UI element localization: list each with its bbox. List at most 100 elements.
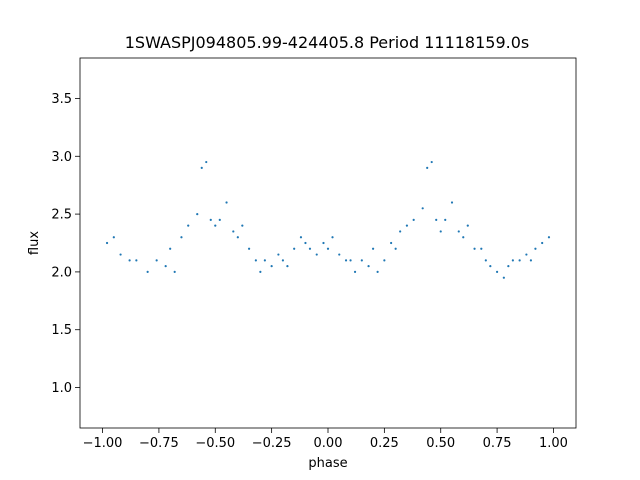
data-point — [277, 253, 280, 256]
data-point — [547, 236, 551, 239]
data-point — [360, 259, 363, 262]
data-point — [286, 265, 289, 268]
data-point — [421, 207, 424, 210]
x-tick-label: −0.75 — [139, 436, 179, 451]
data-point — [232, 230, 235, 233]
data-point — [353, 270, 357, 274]
plot-frame — [79, 57, 577, 429]
data-point — [299, 236, 303, 239]
data-point — [473, 247, 476, 250]
x-tick-label: 0.50 — [426, 436, 455, 451]
data-point — [394, 247, 397, 250]
data-point — [254, 259, 257, 262]
data-point — [462, 236, 465, 239]
data-point — [146, 270, 149, 274]
data-point — [293, 247, 296, 250]
data-point — [529, 259, 533, 262]
data-point — [196, 212, 199, 216]
data-point — [495, 270, 499, 274]
data-point — [225, 201, 228, 204]
data-point — [128, 259, 131, 262]
data-point — [518, 259, 521, 262]
data-point — [426, 166, 429, 169]
data-point — [315, 253, 318, 256]
data-point — [349, 259, 352, 262]
data-point — [270, 265, 273, 268]
data-point — [105, 241, 109, 245]
data-point — [541, 241, 544, 245]
data-point — [173, 270, 176, 274]
data-point — [187, 224, 190, 227]
data-point — [507, 265, 510, 268]
y-tick-label: 1.5 — [51, 323, 72, 338]
data-point — [371, 247, 375, 250]
data-point — [444, 218, 447, 221]
x-tick-label: 0.75 — [483, 436, 512, 451]
data-point — [399, 230, 402, 233]
y-tick-label: 1.0 — [51, 381, 72, 396]
data-point — [214, 224, 217, 227]
data-point — [247, 247, 251, 250]
y-tick-label: 2.0 — [51, 265, 72, 280]
data-point — [236, 236, 239, 239]
data-point — [511, 259, 514, 262]
data-point — [164, 265, 167, 268]
data-point — [322, 241, 325, 245]
data-point — [525, 253, 528, 256]
x-axis: −1.00 −0.75 −0.50 −0.25 0.00 0.25 0.50 0.75 1.00 — [83, 428, 568, 451]
data-points — [105, 160, 551, 279]
data-point — [430, 160, 433, 164]
data-point — [112, 236, 115, 239]
data-point — [435, 218, 438, 221]
data-point — [502, 276, 505, 279]
data-point — [489, 265, 492, 268]
data-point — [457, 230, 460, 233]
x-tick-label: −0.25 — [252, 436, 292, 451]
data-point — [534, 247, 537, 250]
y-axis-label: flux — [27, 231, 42, 255]
data-point — [119, 253, 122, 256]
data-point — [205, 160, 208, 164]
data-point — [439, 230, 442, 233]
data-point — [326, 247, 330, 250]
data-point — [308, 247, 312, 250]
data-point — [209, 218, 212, 221]
y-tick-label: 2.5 — [51, 208, 72, 223]
data-point — [344, 259, 348, 262]
data-point — [450, 201, 454, 204]
data-point — [304, 241, 307, 245]
x-tick-label: −0.50 — [195, 436, 235, 451]
x-tick-label: −1.00 — [83, 436, 123, 451]
data-point — [484, 259, 487, 262]
chart-title: 1SWASPJ094805.99-424405.8 Period 1111815… — [125, 33, 530, 52]
data-point — [281, 259, 285, 262]
data-point — [383, 259, 386, 262]
data-point — [405, 224, 409, 227]
data-point — [180, 236, 183, 239]
data-point — [241, 224, 244, 227]
x-tick-label: 0.00 — [314, 436, 343, 451]
data-point — [169, 247, 172, 250]
y-tick-label: 3.0 — [51, 150, 72, 165]
data-point — [376, 270, 379, 274]
data-point — [466, 224, 469, 227]
data-point — [367, 265, 370, 268]
x-axis-label: phase — [308, 456, 347, 471]
data-point — [263, 259, 266, 262]
data-point — [412, 218, 415, 221]
y-axis: 1.0 1.5 2.0 2.5 3.0 3.5 — [51, 92, 80, 396]
data-point — [218, 218, 221, 221]
data-point — [135, 259, 138, 262]
data-point — [331, 236, 334, 239]
data-point — [338, 253, 341, 256]
data-point — [480, 247, 483, 250]
x-tick-label: 0.25 — [370, 436, 399, 451]
x-tick-label: 1.00 — [539, 436, 568, 451]
data-point — [155, 259, 158, 262]
data-point — [390, 241, 393, 245]
data-point — [200, 166, 203, 169]
y-tick-label: 3.5 — [51, 92, 72, 107]
data-point — [259, 270, 262, 274]
